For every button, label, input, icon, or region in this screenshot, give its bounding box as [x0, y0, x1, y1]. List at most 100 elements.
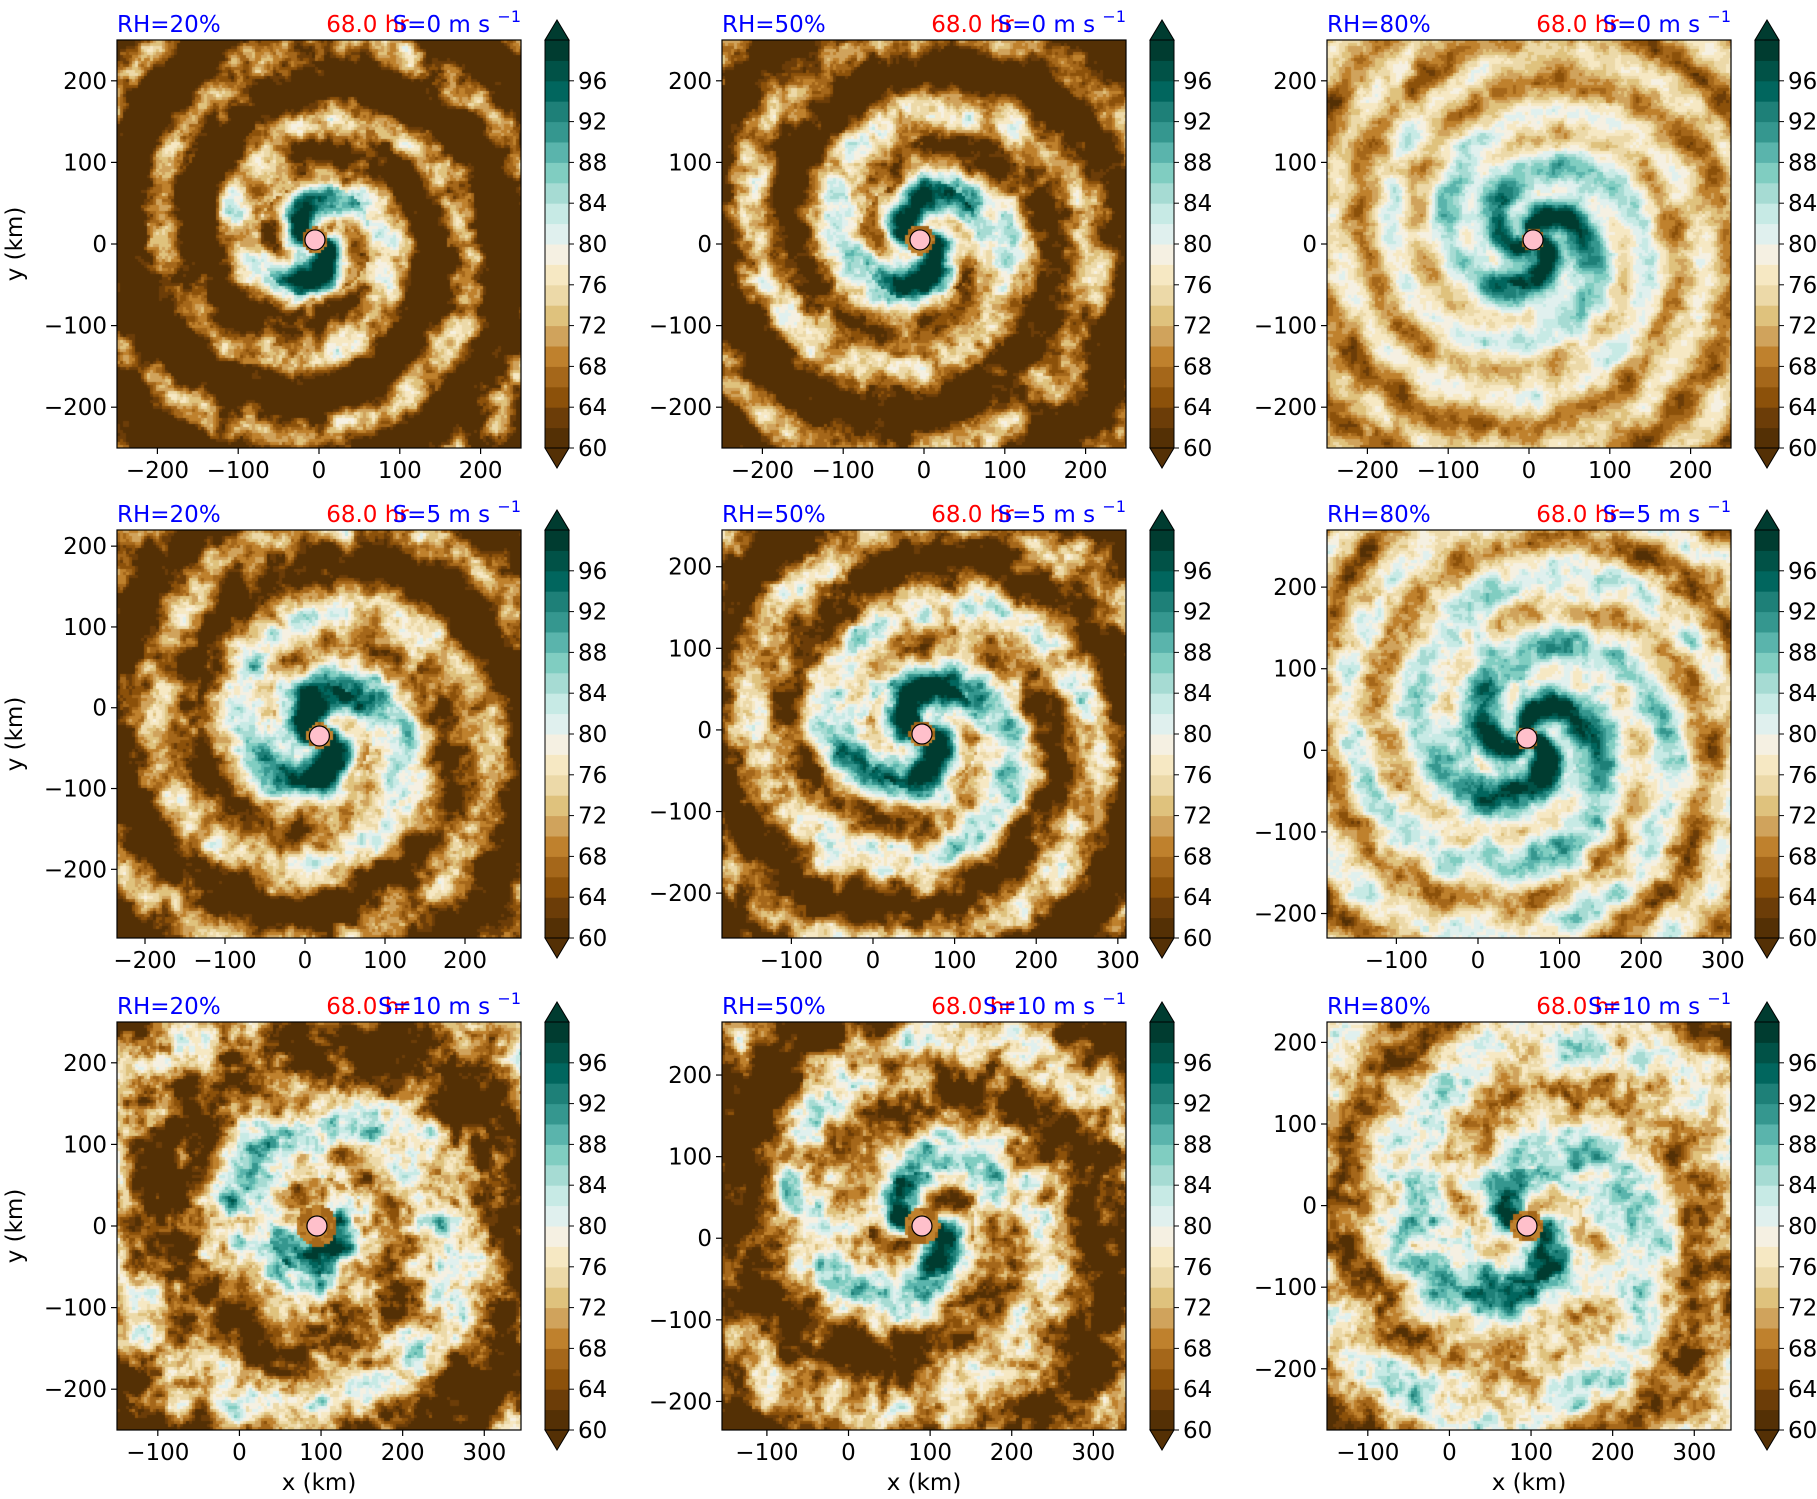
x-tick-label: −100	[760, 948, 823, 974]
colorbar-segment	[1150, 101, 1174, 123]
colorbar-segment	[1150, 407, 1174, 429]
colorbar-segment	[1150, 142, 1174, 163]
colorbar-extend-min	[1149, 937, 1175, 959]
x-tick-label: −200	[1336, 458, 1399, 484]
colorbar-segment	[1150, 1409, 1174, 1431]
y-tick-label: 200	[668, 555, 712, 581]
colorbar-tick-label: 92	[578, 1092, 607, 1118]
colorbar-tick-label: 84	[1788, 681, 1817, 707]
colorbar-segment	[1150, 652, 1174, 674]
colorbar-segment	[1755, 1348, 1779, 1370]
colorbar-extend-max	[1754, 1001, 1780, 1023]
x-tick-label: 300	[1071, 1440, 1115, 1466]
colorbar-tick-label: 92	[578, 110, 607, 136]
colorbar-tick-label: 88	[1183, 150, 1212, 176]
y-tick-label: −100	[649, 314, 712, 340]
colorbar-segment	[1755, 101, 1779, 123]
colorbar-tick-label: 68	[578, 844, 607, 870]
x-tick-label: 100	[1509, 1440, 1553, 1466]
y-tick-label: −200	[44, 1377, 107, 1403]
colorbar-segment	[545, 713, 569, 735]
colorbar-segment	[545, 1368, 569, 1390]
colorbar-tick-label: 60	[1183, 436, 1212, 462]
colorbar-segment	[1755, 591, 1779, 613]
colorbar: 60 64 68 72 76 80 84 88 92 96	[1149, 1001, 1212, 1451]
x-tick-label: 100	[908, 1440, 952, 1466]
colorbar-tick-label: 80	[578, 722, 607, 748]
colorbar-tick-label: 92	[1183, 110, 1212, 136]
colorbar-segment	[545, 1083, 569, 1105]
colorbar-tick-label: 76	[1788, 1255, 1817, 1281]
colorbar: 60 64 68 72 76 80 84 88 92 96	[1754, 1001, 1817, 1451]
y-tick-label: −100	[44, 314, 107, 340]
time-label: 68.0 hr	[326, 994, 409, 1020]
colorbar-segment	[1755, 162, 1779, 184]
y-tick-label: 200	[668, 1063, 712, 1089]
colorbar-tick-label: 64	[1788, 1377, 1817, 1403]
colorbar: 60 64 68 72 76 80 84 88 92 96	[544, 1001, 607, 1451]
colorbar-segment	[1150, 1022, 1174, 1043]
storm-center-marker	[911, 1215, 933, 1237]
colorbar-segment	[545, 40, 569, 61]
y-tick-label: −100	[649, 1308, 712, 1334]
colorbar-segment	[545, 1287, 569, 1309]
colorbar-extend-min	[544, 937, 570, 959]
colorbar-tick-label: 96	[578, 1051, 607, 1077]
colorbar-segment	[1755, 652, 1779, 674]
colorbar-segment	[1150, 795, 1174, 817]
colorbar-segment	[545, 1144, 569, 1166]
colorbar-tick-label: 80	[1183, 722, 1212, 748]
colorbar-segment	[545, 795, 569, 817]
colorbar-segment	[1755, 1022, 1779, 1043]
colorbar-tick-label: 88	[578, 640, 607, 666]
colorbar-segment	[1755, 836, 1779, 857]
colorbar-segment	[1150, 366, 1174, 388]
x-tick-label: 100	[378, 458, 422, 484]
x-tick-label: −100	[126, 1440, 189, 1466]
storm-center-marker	[1516, 1215, 1538, 1237]
y-tick-label: 100	[63, 150, 107, 176]
colorbar-segment	[1150, 40, 1174, 61]
x-tick-label: 200	[1591, 1440, 1635, 1466]
colorbar-segment	[545, 917, 569, 939]
y-axis-label: y (km)	[2, 697, 28, 772]
colorbar-segment	[1755, 427, 1779, 449]
colorbar-segment	[545, 897, 569, 919]
colorbar-tick-label: 84	[1788, 191, 1817, 217]
colorbar: 60 64 68 72 76 80 84 88 92 96	[544, 19, 607, 469]
colorbar-segment	[1150, 1083, 1174, 1105]
colorbar-segment	[1755, 530, 1779, 551]
colorbar-tick-label: 76	[578, 763, 607, 789]
x-tick-label: −100	[193, 948, 256, 974]
x-tick-label: 200	[1064, 458, 1108, 484]
colorbar-extend-min	[1754, 447, 1780, 469]
axes-frame	[721, 1021, 1127, 1431]
subplot-rh80-s0: −200 −100 0 100 200 −200 −100 0 100 200 RH=80% 68.0…	[1254, 7, 1817, 484]
colorbar-segment	[1755, 60, 1779, 82]
colorbar-tick-label: 80	[1183, 1214, 1212, 1240]
y-tick-label: 100	[63, 1132, 107, 1158]
colorbar-tick-label: 72	[1788, 1296, 1817, 1322]
colorbar-segment	[545, 101, 569, 123]
colorbar-segment	[545, 1062, 569, 1084]
colorbar-segment	[1150, 917, 1174, 939]
x-tick-label: −100	[207, 458, 270, 484]
y-axis-label: y (km)	[2, 207, 28, 282]
colorbar-segment	[1150, 570, 1174, 592]
colorbar-segment	[1755, 1328, 1779, 1349]
colorbar-segment	[545, 305, 569, 327]
colorbar-tick-label: 84	[1788, 1173, 1817, 1199]
colorbar-tick-label: 72	[578, 1296, 607, 1322]
rh-label: RH=20%	[117, 994, 221, 1020]
colorbar-extend-max	[1754, 509, 1780, 531]
colorbar-extend-min	[1754, 1429, 1780, 1451]
y-tick-label: 200	[63, 69, 107, 95]
x-tick-label: 100	[363, 948, 407, 974]
colorbar-segment	[1755, 1124, 1779, 1145]
colorbar-segment	[545, 407, 569, 429]
colorbar-extend-max	[1754, 19, 1780, 41]
colorbar-segment	[545, 80, 569, 102]
colorbar-tick-label: 68	[1183, 354, 1212, 380]
x-tick-label: 0	[917, 458, 932, 484]
colorbar-segment	[1755, 897, 1779, 919]
